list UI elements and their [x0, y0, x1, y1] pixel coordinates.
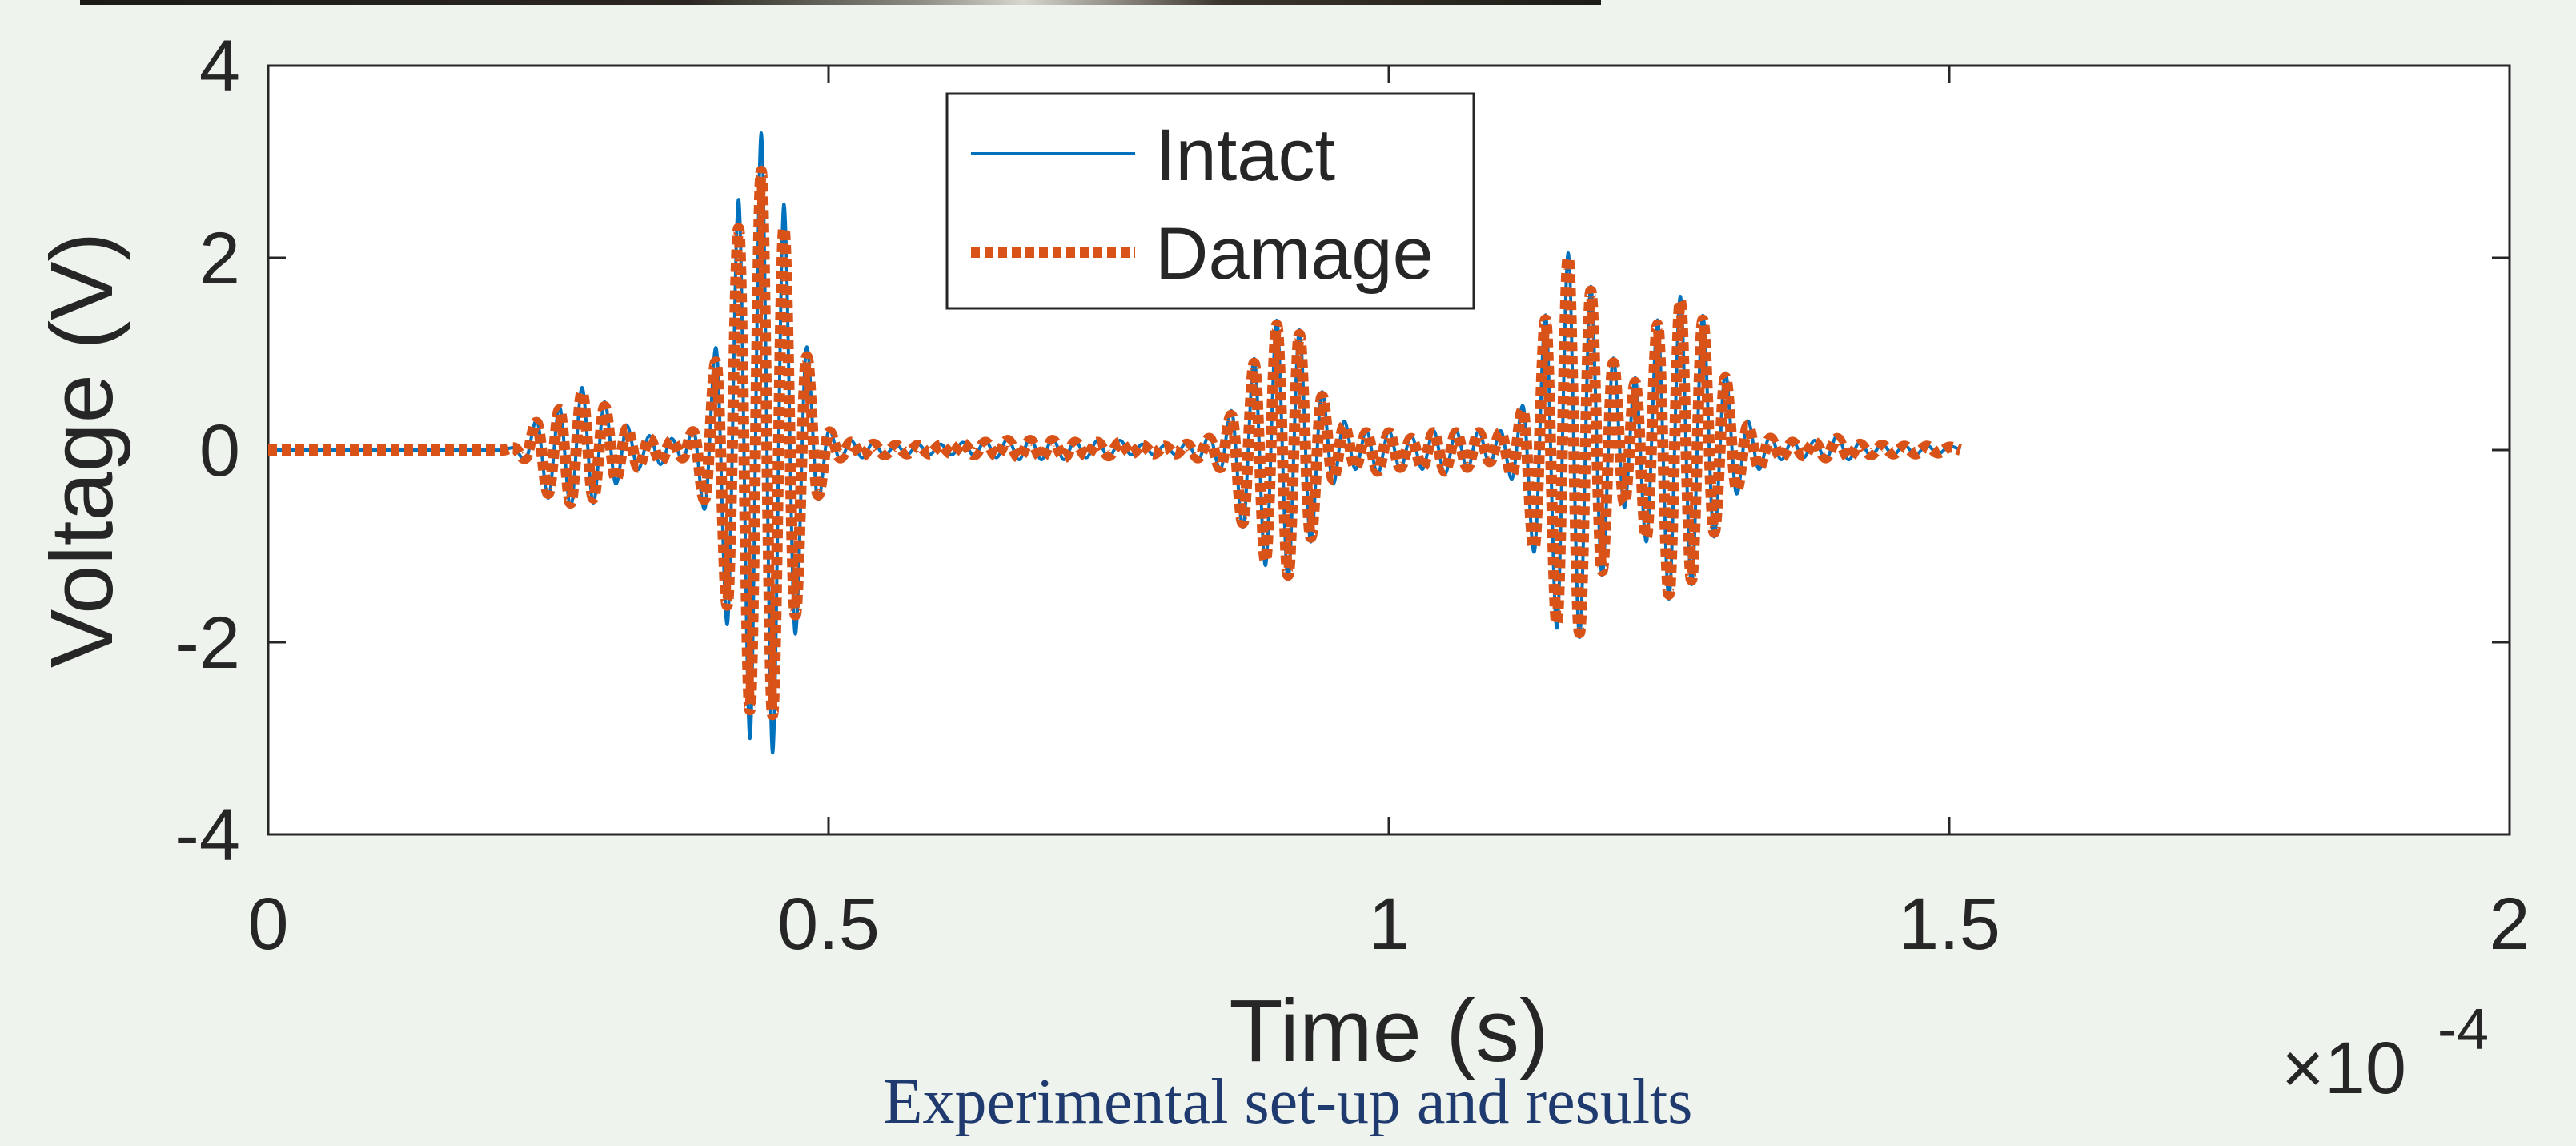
- x-tick-label: 1.5: [1898, 883, 2000, 965]
- y-tick-label: -2: [175, 602, 240, 684]
- series-layer: [268, 131, 1963, 755]
- x-multiplier: ×10 -4: [2281, 998, 2489, 1109]
- y-ticks: -4 -2 0 2 4: [175, 26, 2510, 876]
- x-multiplier-base: ×10: [2281, 1027, 2406, 1109]
- photo-strip: [80, 0, 1601, 5]
- y-tick-label: 4: [199, 26, 240, 107]
- x-tick-label: 0.5: [777, 883, 880, 965]
- series-line-damage: [268, 165, 1963, 721]
- legend: Intact Damage: [945, 92, 1475, 310]
- y-tick-label: 2: [199, 218, 240, 300]
- x-ticks: 0 0.5 1 1.5 2: [247, 66, 2530, 965]
- y-tick-label: -4: [175, 794, 240, 876]
- y-axis-label: Voltage (V): [33, 232, 131, 668]
- x-tick-label: 1: [1368, 883, 1409, 965]
- x-tick-label: 0: [247, 883, 288, 965]
- legend-label-damage: Damage: [1155, 213, 1434, 295]
- x-tick-label: 2: [2489, 883, 2530, 965]
- caption: Experimental set-up and results: [883, 1067, 1693, 1137]
- x-axis-label: Time (s): [1229, 982, 1548, 1080]
- legend-label-intact: Intact: [1155, 115, 1335, 196]
- x-multiplier-exponent: -4: [2438, 998, 2489, 1062]
- legend-box: [945, 92, 1475, 310]
- y-tick-label: 0: [199, 410, 240, 492]
